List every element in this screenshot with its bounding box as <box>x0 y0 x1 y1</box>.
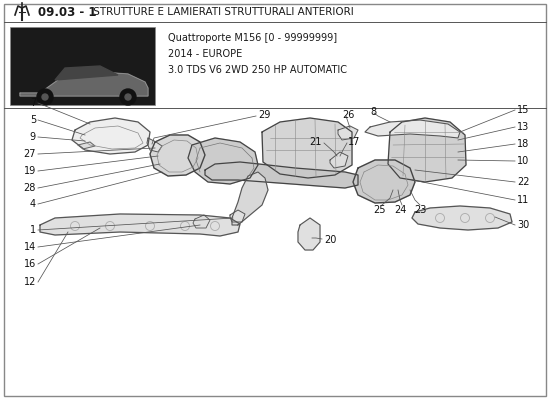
Polygon shape <box>188 138 258 184</box>
Text: 3.0 TDS V6 2WD 250 HP AUTOMATIC: 3.0 TDS V6 2WD 250 HP AUTOMATIC <box>168 65 347 75</box>
Text: 22: 22 <box>517 177 530 187</box>
Text: 28: 28 <box>24 183 36 193</box>
Text: 4: 4 <box>30 199 36 209</box>
Polygon shape <box>55 66 118 80</box>
Polygon shape <box>365 120 460 138</box>
Text: 13: 13 <box>517 122 529 132</box>
Text: 17: 17 <box>348 137 360 147</box>
Text: 8: 8 <box>370 107 376 117</box>
Text: 12: 12 <box>24 277 36 287</box>
Text: 25: 25 <box>374 205 386 215</box>
Polygon shape <box>262 118 352 178</box>
Circle shape <box>42 94 48 100</box>
Text: 27: 27 <box>24 149 36 159</box>
Circle shape <box>125 94 131 100</box>
Text: 10: 10 <box>517 156 529 166</box>
Polygon shape <box>72 118 150 154</box>
Text: 26: 26 <box>342 110 354 120</box>
Polygon shape <box>147 138 162 152</box>
Polygon shape <box>230 210 245 222</box>
Text: 09.03 - 1: 09.03 - 1 <box>38 6 96 18</box>
Text: 5: 5 <box>30 115 36 125</box>
Text: 30: 30 <box>517 220 529 230</box>
Text: 16: 16 <box>24 259 36 269</box>
Polygon shape <box>298 218 320 250</box>
Polygon shape <box>150 135 205 176</box>
Polygon shape <box>40 214 240 236</box>
Text: 7: 7 <box>30 98 36 108</box>
Polygon shape <box>353 160 415 203</box>
Circle shape <box>37 89 53 105</box>
Text: Quattroporte M156 [0 - 99999999]: Quattroporte M156 [0 - 99999999] <box>168 33 337 43</box>
Polygon shape <box>20 72 148 96</box>
Text: 18: 18 <box>517 139 529 149</box>
Polygon shape <box>78 142 95 149</box>
Polygon shape <box>338 126 358 140</box>
Text: 1: 1 <box>30 225 36 235</box>
Polygon shape <box>205 162 358 188</box>
Text: 21: 21 <box>310 137 322 147</box>
Text: STRUTTURE E LAMIERATI STRUTTURALI ANTERIORI: STRUTTURE E LAMIERATI STRUTTURALI ANTERI… <box>90 7 354 17</box>
Text: 24: 24 <box>394 205 406 215</box>
Bar <box>10 27 155 105</box>
Polygon shape <box>193 215 210 228</box>
Text: 20: 20 <box>324 235 337 245</box>
Text: 11: 11 <box>517 195 529 205</box>
Polygon shape <box>330 152 348 168</box>
Polygon shape <box>412 206 512 230</box>
Text: 2014 - EUROPE: 2014 - EUROPE <box>168 49 242 59</box>
Polygon shape <box>232 172 268 225</box>
Text: 14: 14 <box>24 242 36 252</box>
Text: 9: 9 <box>30 132 36 142</box>
Text: 19: 19 <box>24 166 36 176</box>
Text: 15: 15 <box>517 105 529 115</box>
Text: 23: 23 <box>414 205 426 215</box>
Polygon shape <box>388 118 466 182</box>
Circle shape <box>120 89 136 105</box>
Text: 29: 29 <box>258 110 271 120</box>
